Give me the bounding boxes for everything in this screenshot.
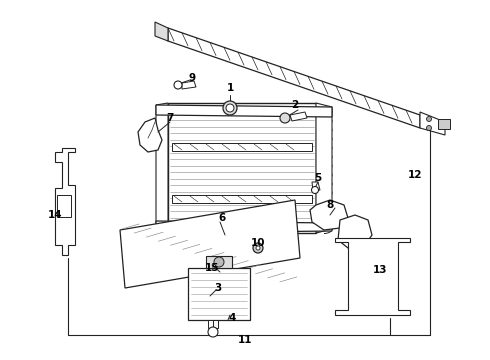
Polygon shape (182, 81, 196, 89)
Circle shape (214, 257, 224, 267)
Text: 15: 15 (205, 263, 219, 273)
Polygon shape (172, 143, 312, 151)
Text: 7: 7 (166, 113, 173, 123)
Circle shape (226, 104, 234, 112)
Bar (206, 256, 232, 268)
Text: 3: 3 (215, 283, 221, 293)
Polygon shape (156, 221, 332, 233)
Polygon shape (172, 195, 312, 203)
Text: 14: 14 (48, 210, 62, 220)
Text: 12: 12 (408, 170, 422, 180)
Text: 5: 5 (315, 173, 321, 183)
Bar (438, 119, 450, 129)
Text: 6: 6 (219, 213, 225, 223)
Polygon shape (316, 103, 332, 233)
Text: 8: 8 (326, 200, 334, 210)
Circle shape (426, 126, 432, 130)
Text: 9: 9 (189, 73, 196, 83)
Text: 11: 11 (238, 335, 252, 345)
Circle shape (312, 186, 318, 194)
Polygon shape (55, 148, 75, 255)
Polygon shape (335, 238, 410, 315)
Circle shape (174, 81, 182, 89)
Bar (57, 195, 71, 217)
Circle shape (253, 243, 263, 253)
Bar (208, 320, 218, 328)
Circle shape (223, 101, 237, 115)
Polygon shape (156, 105, 332, 117)
Circle shape (256, 246, 260, 250)
Polygon shape (120, 200, 300, 288)
Polygon shape (338, 215, 372, 248)
Polygon shape (312, 182, 320, 191)
Polygon shape (290, 112, 307, 121)
Text: 10: 10 (251, 238, 265, 248)
Bar (168, 103, 316, 233)
Text: 2: 2 (292, 100, 298, 110)
Bar (188, 268, 250, 320)
Polygon shape (310, 200, 348, 230)
Polygon shape (420, 112, 445, 135)
Polygon shape (156, 103, 168, 233)
Circle shape (208, 327, 218, 337)
Text: 1: 1 (226, 83, 234, 93)
Polygon shape (155, 22, 168, 41)
Polygon shape (138, 118, 162, 152)
Text: 13: 13 (373, 265, 387, 275)
Circle shape (426, 117, 432, 122)
Text: 4: 4 (228, 313, 236, 323)
Polygon shape (168, 28, 420, 128)
Circle shape (280, 113, 290, 123)
